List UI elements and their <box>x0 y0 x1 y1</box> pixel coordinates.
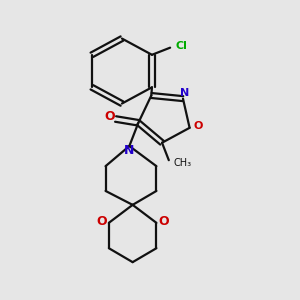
Text: O: O <box>104 110 115 123</box>
Text: N: N <box>180 88 189 98</box>
Text: O: O <box>158 215 169 228</box>
Text: CH₃: CH₃ <box>174 158 192 168</box>
Text: N: N <box>124 145 134 158</box>
Text: O: O <box>193 121 203 131</box>
Text: Cl: Cl <box>175 40 187 50</box>
Text: O: O <box>96 215 107 228</box>
